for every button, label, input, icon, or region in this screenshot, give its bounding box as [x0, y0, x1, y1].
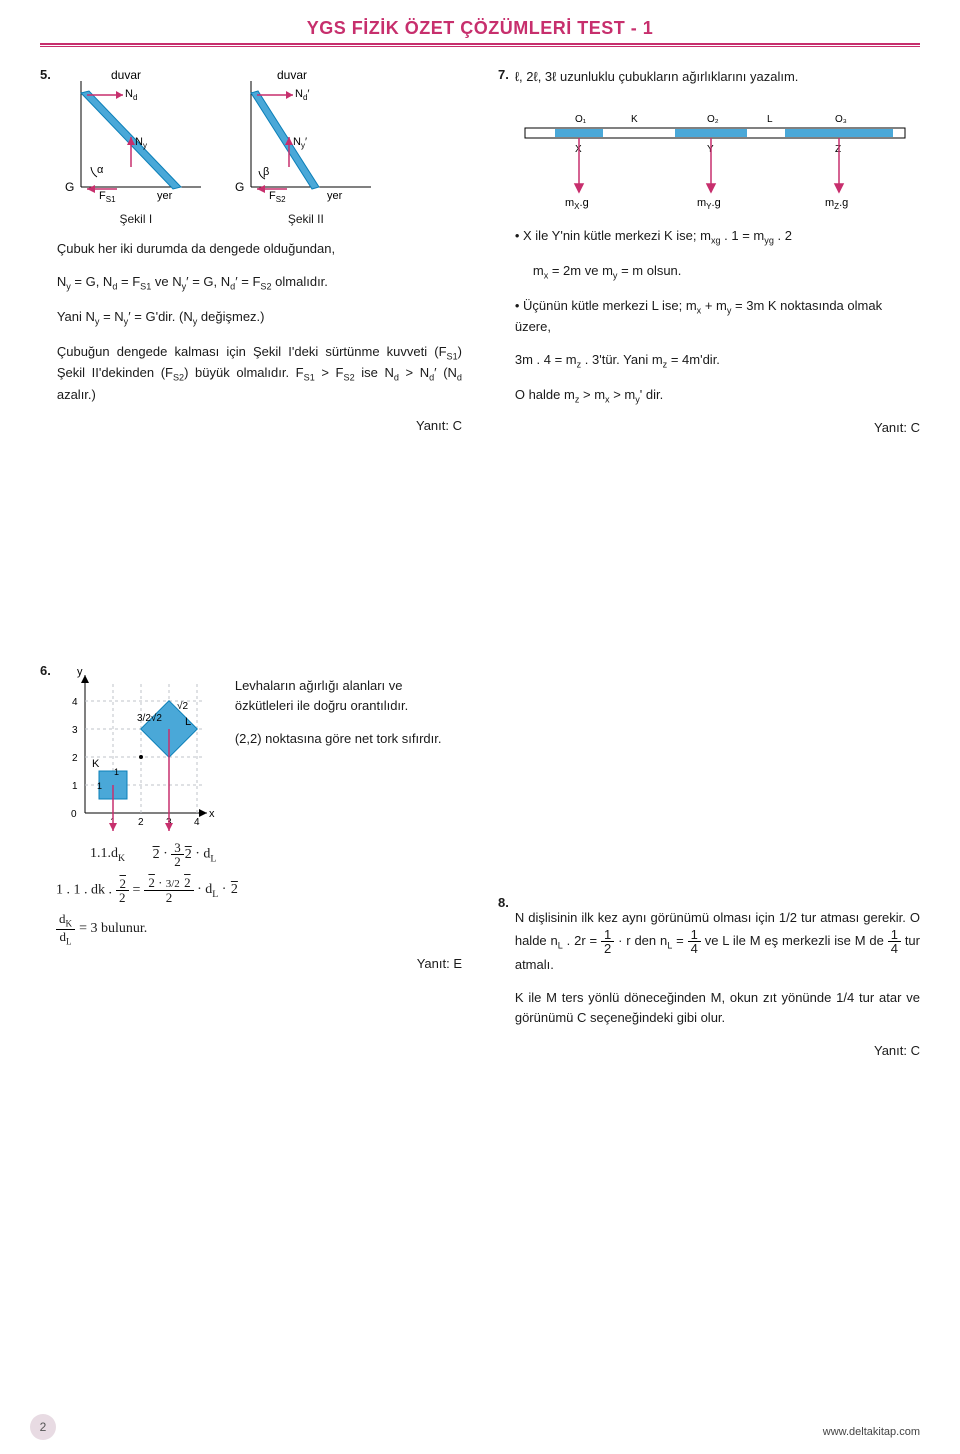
svg-text:FS1: FS1: [99, 190, 116, 204]
svg-text:α: α: [97, 164, 104, 176]
svg-text:Nd: Nd: [125, 88, 137, 102]
svg-text:Z: Z: [835, 144, 841, 155]
svg-text:mY.g: mY.g: [697, 197, 721, 210]
svg-text:K: K: [631, 114, 638, 125]
svg-text:Nd′: Nd′: [295, 88, 309, 102]
svg-text:Ny′: Ny′: [293, 136, 307, 150]
footer-url: www.deltakitap.com: [823, 1426, 920, 1438]
svg-text:K: K: [92, 758, 100, 770]
svg-text:x: x: [209, 808, 215, 820]
header-rule: [40, 43, 920, 47]
q6-para2: (2,2) noktasına göre net tork sıfırdır.: [235, 729, 462, 749]
q7-b2: mx = 2m ve my = m olsun.: [533, 261, 920, 283]
page-title: YGS FİZİK ÖZET ÇÖZÜMLERİ TEST - 1: [40, 18, 920, 39]
wall-label-1: duvar: [111, 68, 141, 82]
svg-text:3: 3: [72, 725, 78, 736]
svg-text:2: 2: [138, 817, 144, 828]
q7-intro: ℓ, 2ℓ, 3ℓ uzunluklu çubukların ağırlıkla…: [515, 67, 920, 87]
left-column: 5. duvar: [40, 67, 462, 1095]
right-column: 7. ℓ, 2ℓ, 3ℓ uzunluklu çubukların ağırlı…: [498, 67, 920, 1095]
svg-text:O₂: O₂: [707, 114, 719, 125]
svg-text:O₃: O₃: [835, 114, 847, 125]
q7-answer: Yanıt: C: [515, 420, 920, 435]
svg-text:0: 0: [71, 809, 77, 820]
page-number: 2: [30, 1414, 56, 1440]
svg-text:4: 4: [194, 817, 200, 828]
svg-text:2: 2: [72, 753, 78, 764]
question-7: 7. ℓ, 2ℓ, 3ℓ uzunluklu çubukların ağırlı…: [498, 67, 920, 435]
q5-figure-2: duvar Nd′ Ny′: [231, 67, 381, 226]
svg-text:mX.g: mX.g: [565, 197, 589, 210]
q5-para2: Ny = G, Nd = FS1 ve Ny′ = G, Nd′ = FS2 o…: [57, 272, 462, 294]
q5-para4: Çubuğun dengede kalması için Şekil I'dek…: [57, 342, 462, 406]
q6-formula2: 1 . 1 . dk . 22 = 2 · 3/2 22 · dL · 2: [56, 876, 462, 904]
q5-para1: Çubuk her iki durumda da dengede olduğun…: [57, 239, 462, 259]
svg-text:1: 1: [114, 767, 119, 777]
svg-text:y: y: [77, 666, 83, 678]
question-6: 6. x y: [40, 663, 462, 971]
question-8: 8. N dişlisinin ilk kez aynı görünümü ol…: [498, 895, 920, 1062]
q5-figures: duvar Nd: [61, 67, 462, 226]
q5-fig2-caption: Şekil II: [231, 212, 381, 226]
svg-text:FS2: FS2: [269, 190, 286, 204]
q8-para1: N dişlisinin ilk kez aynı görünümü olmas…: [515, 908, 920, 975]
svg-text:1: 1: [97, 781, 102, 791]
q6-answer: Yanıt: E: [40, 956, 462, 971]
q7-b3: • Üçünün kütle merkezi L ise; mx + my = …: [515, 296, 920, 338]
svg-text:√2: √2: [177, 700, 188, 712]
svg-text:4: 4: [72, 697, 78, 708]
page: YGS FİZİK ÖZET ÇÖZÜMLERİ TEST - 1 5. duv…: [0, 0, 960, 1454]
svg-text:L: L: [767, 114, 773, 125]
svg-text:G: G: [235, 180, 244, 194]
svg-text:O₁: O₁: [575, 114, 587, 125]
svg-text:Ny: Ny: [135, 136, 147, 150]
svg-text:G: G: [65, 180, 74, 194]
q5-para3: Yani Ny = Ny′ = G'dir. (Ny değişmez.): [57, 307, 462, 329]
q5-fig1-caption: Şekil I: [61, 212, 211, 226]
svg-text:3/2√2: 3/2√2: [137, 712, 162, 724]
q7-bar-figure: O₁ K O₂ L O₃ X Y Z: [515, 100, 915, 210]
q6-grid-figure: x y 0 1234 1234: [57, 663, 217, 833]
q6-para1: Levhaların ağırlığı alanları ve özkütlel…: [235, 676, 462, 716]
q6-formula1: 1.1.dK 2 · 322 · dL: [90, 841, 462, 868]
q7-b5: O halde mz > mx > my' dir.: [515, 385, 920, 407]
svg-text:L: L: [185, 716, 191, 728]
wall-label-2: duvar: [277, 68, 307, 82]
q6-formula3: dKdL = 3 bulunur.: [56, 912, 462, 946]
svg-text:yer: yer: [157, 190, 173, 202]
svg-text:1: 1: [72, 781, 78, 792]
svg-text:β: β: [263, 166, 269, 178]
q5-figure-1: duvar Nd: [61, 67, 211, 226]
svg-text:mZ.g: mZ.g: [825, 197, 848, 210]
question-5: 5. duvar: [40, 67, 462, 433]
q5-answer: Yanıt: C: [57, 418, 462, 433]
two-column-layout: 5. duvar: [40, 67, 920, 1095]
q5-number: 5.: [40, 67, 51, 82]
q8-answer: Yanıt: C: [515, 1041, 920, 1061]
svg-text:yer: yer: [327, 190, 343, 202]
q8-para2: K ile M ters yönlü döneceğinden M, okun …: [515, 988, 920, 1028]
q7-b1: • X ile Y'nin kütle merkezi K ise; mxg .…: [515, 226, 920, 248]
q6-number: 6.: [40, 663, 51, 678]
q7-number: 7.: [498, 67, 509, 82]
q8-number: 8.: [498, 895, 509, 910]
q7-b4: 3m . 4 = mz . 3'tür. Yani mz = 4m'dir.: [515, 350, 920, 372]
